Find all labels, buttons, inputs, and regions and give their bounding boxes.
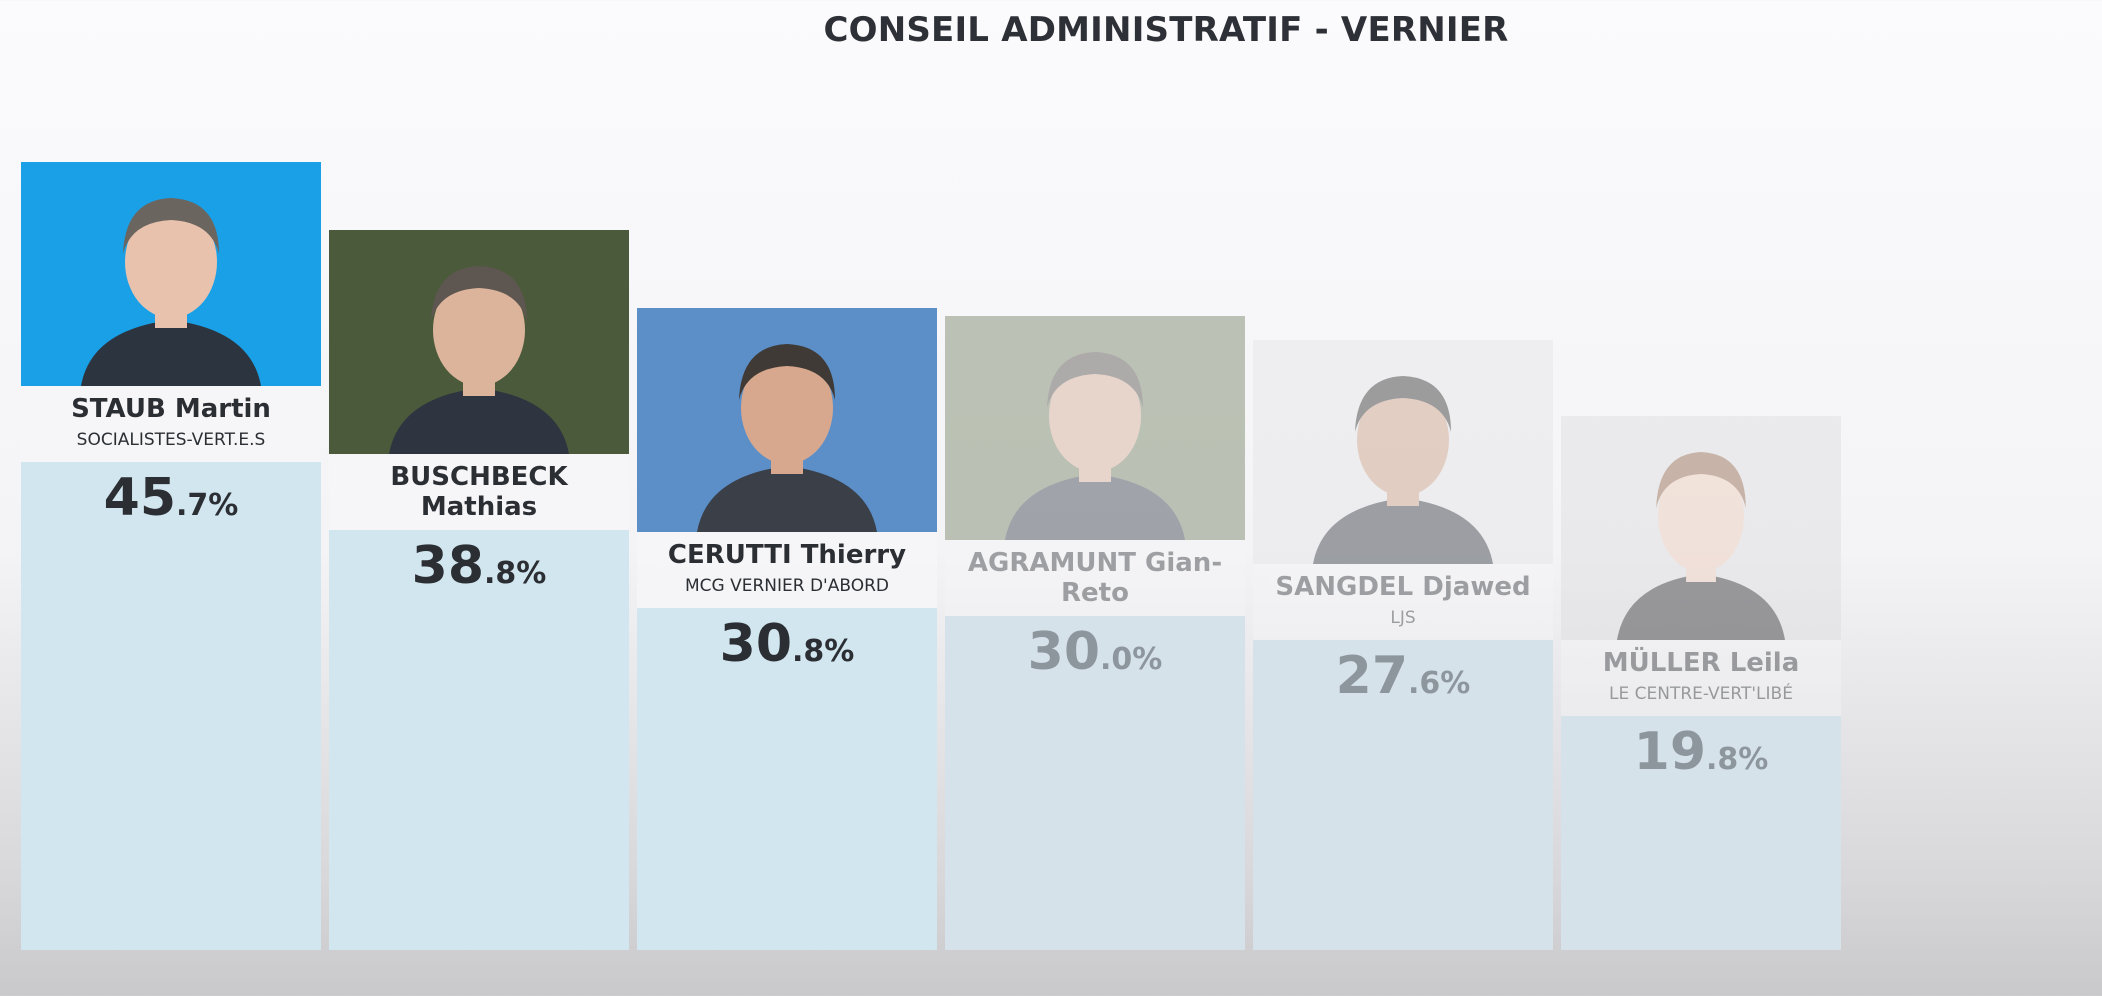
- result-bar: 30.8%: [637, 608, 937, 950]
- candidate-column: AGRAMUNT Gian-RetoPLR VERNIER30.0%: [945, 0, 1245, 950]
- candidate-label: CERUTTI Thierry MCG VERNIER D'ABORD: [637, 532, 937, 608]
- candidate-party: LE CENTRE-VERT'LIBÉ: [1609, 684, 1793, 704]
- percentage-label: 45.7%: [103, 468, 239, 528]
- candidate-party: SOCIALISTES-VERT.E.S: [76, 430, 266, 450]
- result-bar: 30.0%: [945, 616, 1245, 950]
- candidate-label: MÜLLER Leila LE CENTRE-VERT'LIBÉ: [1561, 640, 1841, 716]
- candidate-name: AGRAMUNT Gian-Reto: [967, 548, 1223, 608]
- candidate-label: BUSCHBECK MathiasSOCIALISTES-VERT.E.S: [329, 454, 629, 548]
- candidate-party: MCG VERNIER D'ABORD: [684, 576, 890, 596]
- candidate-photo: [329, 230, 629, 454]
- percentage-label: 30.0%: [1027, 622, 1163, 682]
- candidate-photo: [637, 308, 937, 532]
- candidate-name: STAUB Martin: [71, 394, 271, 424]
- candidate-column: STAUB Martin SOCIALISTES-VERT.E.S 45.7%: [21, 0, 321, 950]
- candidate-name: CERUTTI Thierry: [667, 540, 907, 570]
- candidate-column: BUSCHBECK MathiasSOCIALISTES-VERT.E.S38.…: [329, 0, 629, 950]
- candidate-photo: [945, 316, 1245, 540]
- percentage-label: 19.8%: [1633, 722, 1769, 782]
- result-bar: 38.8%: [329, 530, 629, 950]
- percentage-label: 30.8%: [719, 614, 855, 674]
- candidate-column: CERUTTI Thierry MCG VERNIER D'ABORD 30.8%: [637, 0, 937, 950]
- candidate-photo: [1561, 416, 1841, 640]
- candidate-photo: [1253, 340, 1553, 564]
- candidate-name: MÜLLER Leila: [1602, 648, 1800, 678]
- candidate-party: LJS: [1390, 608, 1416, 628]
- result-bar: 19.8%: [1561, 716, 1841, 950]
- candidate-name: BUSCHBECK Mathias: [390, 462, 568, 522]
- candidate-name: SANGDEL Djawed: [1275, 572, 1531, 602]
- candidate-label: STAUB Martin SOCIALISTES-VERT.E.S: [21, 386, 321, 462]
- result-bar: 27.6%: [1253, 640, 1553, 950]
- chart-title: CONSEIL ADMINISTRATIF - VERNIER: [823, 10, 1509, 50]
- candidate-label: SANGDEL Djawed LJS: [1253, 564, 1553, 640]
- percentage-label: 27.6%: [1335, 646, 1471, 706]
- candidate-label: AGRAMUNT Gian-RetoPLR VERNIER: [945, 540, 1245, 634]
- percentage-label: 38.8%: [411, 536, 547, 596]
- candidate-column: SANGDEL Djawed LJS 27.6%: [1253, 0, 1553, 950]
- candidate-photo: [21, 162, 321, 386]
- candidate-column: MÜLLER Leila LE CENTRE-VERT'LIBÉ 19.8%: [1561, 0, 1841, 950]
- result-bar: 45.7%: [21, 462, 321, 950]
